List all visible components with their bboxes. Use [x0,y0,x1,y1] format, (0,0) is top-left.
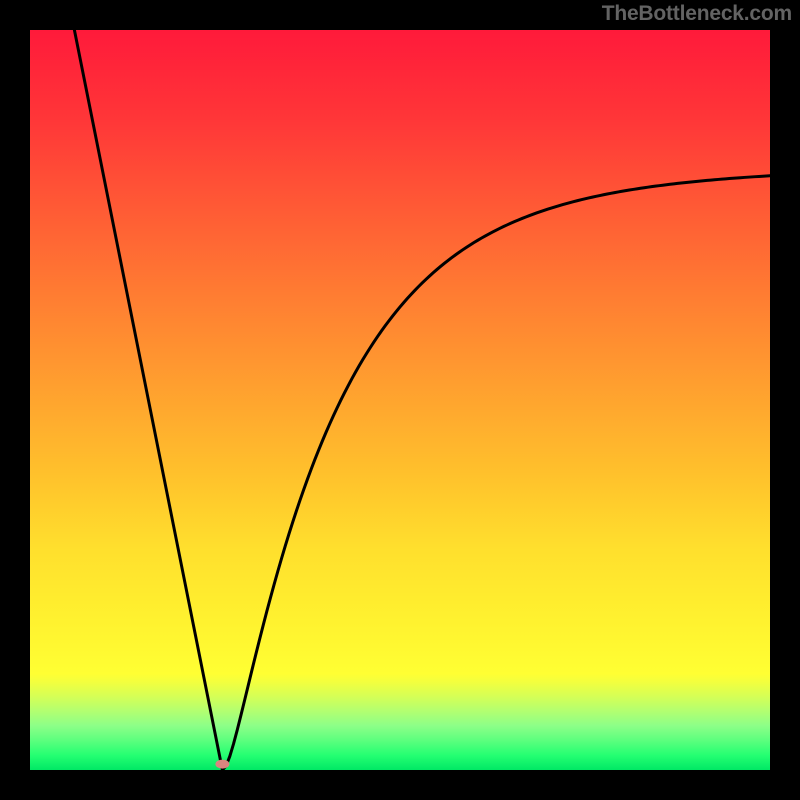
bottleneck-curve-chart [0,0,800,800]
chart-container: TheBottleneck.com [0,0,800,800]
optimum-marker [215,760,229,769]
plot-area [30,30,770,770]
watermark-text: TheBottleneck.com [602,2,792,26]
